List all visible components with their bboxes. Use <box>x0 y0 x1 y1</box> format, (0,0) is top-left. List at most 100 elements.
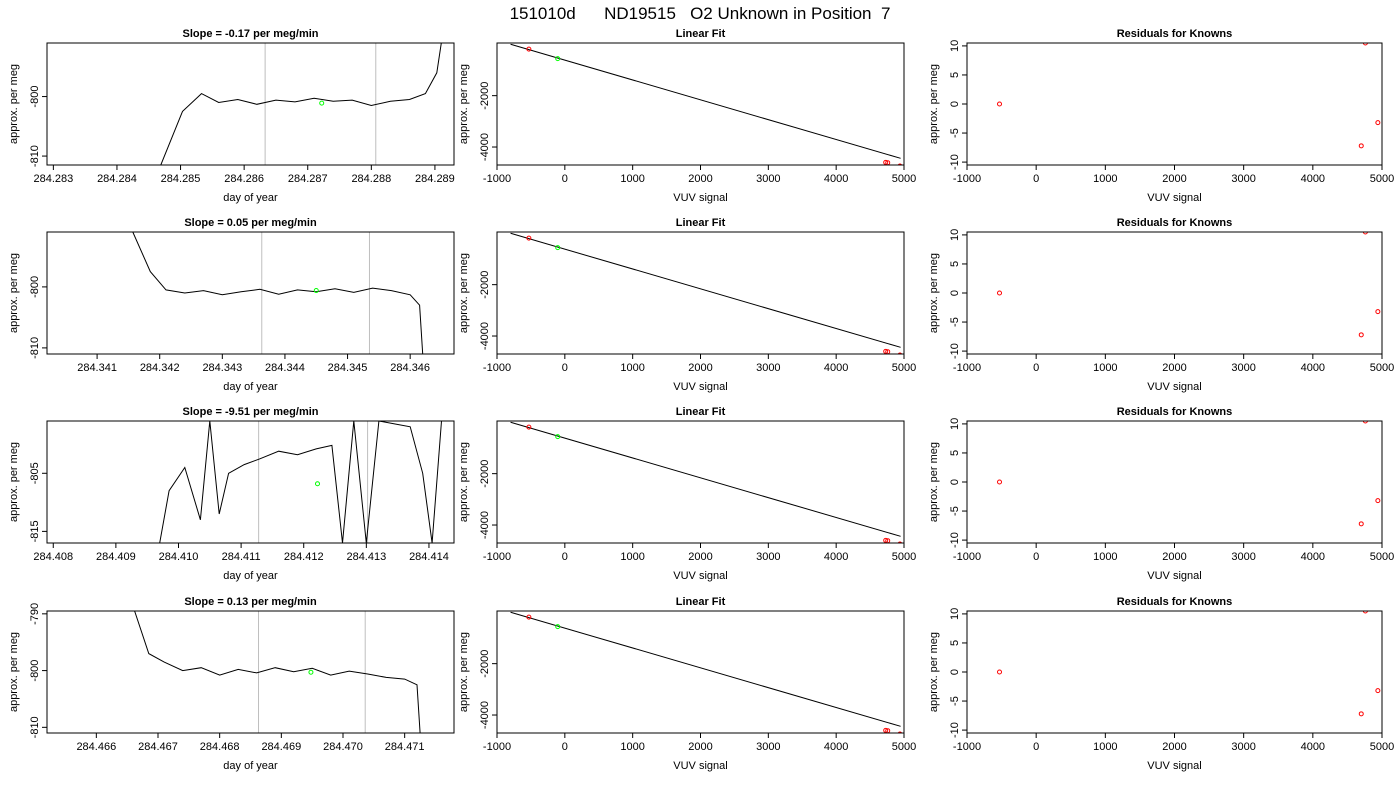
plot-frame <box>496 231 905 355</box>
x-tick-label: 284.286 <box>224 173 264 185</box>
unknown-point <box>314 481 320 487</box>
known-point <box>883 727 889 733</box>
y-tick-label: -4000 <box>479 511 491 539</box>
known-point <box>883 348 889 354</box>
x-tick-label: 284.467 <box>138 741 178 753</box>
y-axis-label: approx. per meg <box>928 64 940 144</box>
x-tick-label: 284.284 <box>97 173 137 185</box>
plot-area <box>134 611 421 733</box>
plot-frame <box>46 610 455 734</box>
y-tick-label: -800 <box>29 276 41 298</box>
panel-title: Residuals for Knowns <box>1117 406 1233 418</box>
y-tick-label: -2000 <box>479 271 491 299</box>
x-tick-label: 3000 <box>1231 741 1255 753</box>
plot-area <box>159 421 442 543</box>
x-axis: -1000 0 1000 2000 3000 4000 5000 VUV signal <box>953 354 1394 393</box>
known-point <box>883 537 889 543</box>
x-tick-label: -1000 <box>953 173 981 185</box>
x-axis-label: VUV signal <box>1147 192 1201 204</box>
x-axis: -1000 0 1000 2000 3000 4000 5000 VUV signal <box>483 543 916 582</box>
x-tick-label: 5000 <box>892 173 916 185</box>
x-axis-label: day of year <box>223 192 278 204</box>
known-point <box>1375 309 1381 315</box>
y-axis-label: approx. per meg <box>8 632 20 712</box>
plot-area <box>132 232 424 354</box>
x-axis-label: VUV signal <box>1147 760 1201 772</box>
y-tick-label: -790 <box>29 603 41 625</box>
known-point <box>1358 711 1364 717</box>
known-point <box>526 46 532 52</box>
y-axis-label: approx. per meg <box>928 632 940 712</box>
x-tick-label: 1000 <box>620 741 644 753</box>
panel-linear-fit-row3: Linear Fit -1000 0 1000 2000 3000 4000 5000 VUV … <box>458 406 916 582</box>
x-tick-label: 1000 <box>1093 551 1117 563</box>
known-point <box>883 159 889 165</box>
panel-title: Linear Fit <box>676 28 726 40</box>
plot-area <box>997 611 1381 717</box>
x-tick-label: 284.410 <box>159 551 199 563</box>
y-axis: 10 5 0 -5 -10 approx. per meg <box>928 418 967 548</box>
x-tick-label: 284.414 <box>409 551 449 563</box>
known-point <box>1362 611 1368 614</box>
x-tick-label: 2000 <box>1162 173 1186 185</box>
y-tick-label: -10 <box>949 532 961 548</box>
y-axis: -2000 -4000 approx. per meg <box>458 632 497 729</box>
y-axis: 10 5 0 -5 -10 approx. per meg <box>928 608 967 738</box>
x-axis: -1000 0 1000 2000 3000 4000 5000 VUV signal <box>483 733 916 772</box>
plot-frame <box>966 231 1383 355</box>
x-tick-label: 284.411 <box>222 551 261 563</box>
x-tick-label: 2000 <box>688 362 712 374</box>
x-tick-label: -1000 <box>483 173 511 185</box>
panel-title: Slope = 0.13 per meg/min <box>184 596 317 608</box>
x-tick-label: 3000 <box>756 362 780 374</box>
fit-line <box>510 43 901 159</box>
x-tick-label: 284.289 <box>415 173 455 185</box>
panel-title: Linear Fit <box>676 406 726 418</box>
y-axis-label: approx. per meg <box>8 253 20 333</box>
x-axis-label: VUV signal <box>1147 381 1201 393</box>
known-point <box>1375 120 1381 126</box>
x-tick-label: 4000 <box>824 173 848 185</box>
y-tick-label: -4000 <box>479 701 491 729</box>
series-line <box>159 421 442 543</box>
y-tick-label: 5 <box>949 72 961 78</box>
x-tick-label: 284.341 <box>77 362 117 374</box>
x-tick-label: 1000 <box>620 551 644 563</box>
known-point <box>526 235 532 241</box>
x-tick-label: 284.345 <box>328 362 368 374</box>
x-axis: 284.408 284.409 284.410 284.411 284.412 284.4… <box>33 543 449 582</box>
x-tick-label: -1000 <box>483 551 511 563</box>
y-axis-label: approx. per meg <box>8 442 20 522</box>
unknown-point <box>555 245 561 251</box>
y-axis: -790 -800 -810 approx. per meg <box>8 603 47 738</box>
series-line <box>160 43 442 165</box>
panel-linear-fit-row1: Linear Fit -1000 0 1000 2000 3000 4000 5000 VUV … <box>458 28 916 204</box>
y-axis: -2000 -4000 approx. per meg <box>458 442 497 539</box>
x-axis-label: day of year <box>223 570 278 582</box>
y-tick-label: -805 <box>29 462 41 484</box>
y-tick-label: 10 <box>949 40 961 52</box>
unknown-point <box>319 100 325 106</box>
y-tick-label: -2000 <box>479 82 491 110</box>
known-point <box>526 614 532 620</box>
series-line <box>134 611 421 733</box>
x-tick-label: 5000 <box>892 741 916 753</box>
unknown-point <box>555 434 561 440</box>
x-tick-label: 284.466 <box>76 741 116 753</box>
x-tick-label: 3000 <box>756 741 780 753</box>
x-tick-label: 2000 <box>688 741 712 753</box>
fit-line <box>510 611 901 727</box>
series-line <box>132 232 424 354</box>
x-tick-label: 0 <box>1033 362 1039 374</box>
plot-frame <box>46 231 455 355</box>
plot-frame <box>46 420 455 544</box>
x-axis-label: day of year <box>223 760 278 772</box>
known-point <box>1362 43 1368 46</box>
plot-area <box>997 421 1381 527</box>
known-point <box>1362 232 1368 235</box>
x-axis: -1000 0 1000 2000 3000 4000 5000 VUV signal <box>953 165 1394 204</box>
plot-frame <box>966 610 1383 734</box>
x-tick-label: 284.343 <box>202 362 242 374</box>
